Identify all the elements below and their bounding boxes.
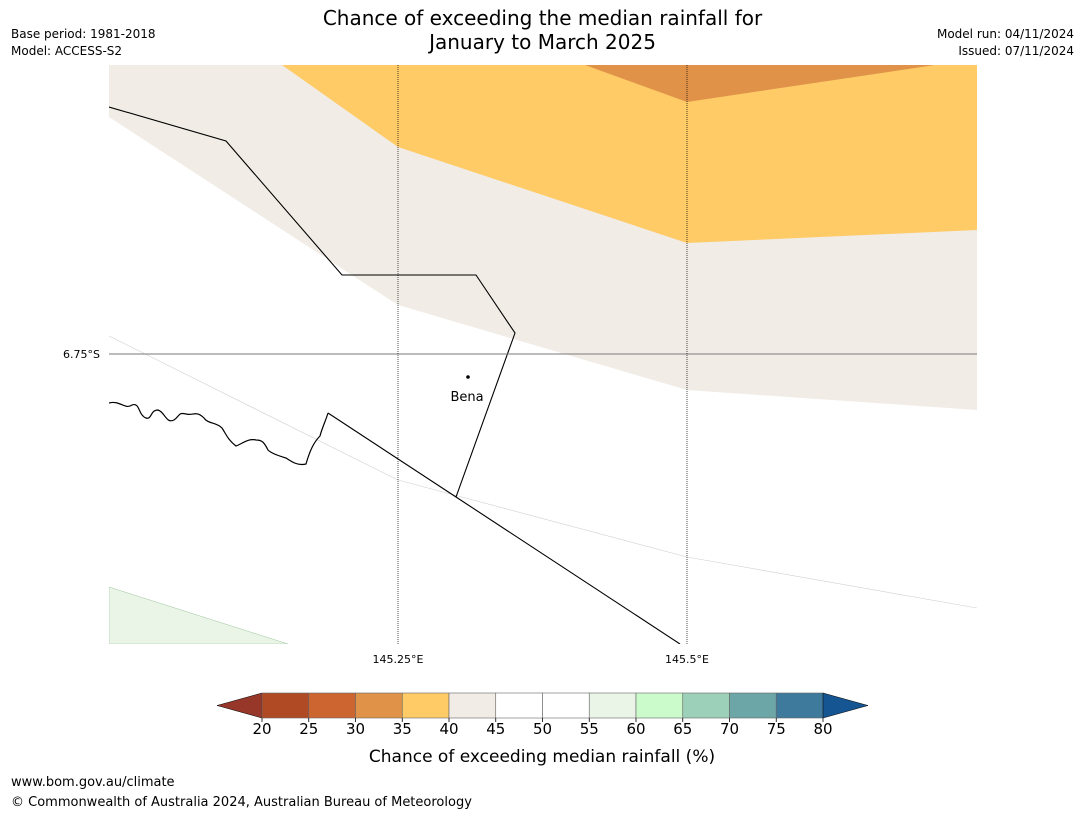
meta-left: Base period: 1981-2018 Model: ACCESS-S2 bbox=[11, 26, 156, 60]
colorbar-cell bbox=[775, 692, 824, 719]
model-name: Model: ACCESS-S2 bbox=[11, 44, 123, 58]
colorbar-cell bbox=[542, 692, 590, 719]
colorbar-cell bbox=[729, 692, 777, 719]
colorbar-cell bbox=[355, 692, 403, 719]
colorbar-ticks: 20 25 30 35 40 45 50 55 60 65 70 75 80 bbox=[252, 718, 833, 738]
colorbar-cells bbox=[216, 692, 869, 719]
base-period: Base period: 1981-2018 bbox=[11, 27, 156, 41]
colorbar-tick-label: 45 bbox=[486, 720, 505, 738]
colorbar-cell bbox=[588, 692, 637, 719]
colorbar-high-extend bbox=[822, 692, 869, 719]
coastline bbox=[109, 401, 329, 466]
colorbar-tick-label: 60 bbox=[626, 720, 645, 738]
colorbar-tick-label: 55 bbox=[580, 720, 599, 738]
title-line-2: January to March 2025 bbox=[429, 30, 656, 54]
province-boundary-south bbox=[455, 496, 681, 644]
longitude-label-145-25: 145.25°E bbox=[373, 653, 424, 666]
meta-right: Model run: 04/11/2024 Issued: 07/11/2024 bbox=[937, 26, 1074, 60]
colorbar-tick-label: 25 bbox=[299, 720, 318, 738]
map-title: Chance of exceeding the median rainfall … bbox=[0, 6, 1085, 54]
latitude-label: 6.75°S bbox=[63, 348, 100, 361]
longitude-label-145-5: 145.5°E bbox=[665, 653, 709, 666]
town-label-bena: Bena bbox=[450, 390, 483, 405]
colorbar-cell bbox=[401, 692, 450, 719]
band-35-40 bbox=[282, 65, 977, 243]
colorbar-tick-label: 80 bbox=[813, 720, 832, 738]
footer-url[interactable]: www.bom.gov.au/climate bbox=[11, 775, 175, 790]
colorbar-cell bbox=[682, 692, 730, 719]
colorbar-tick-label: 35 bbox=[393, 720, 412, 738]
colorbar-tick-label: 20 bbox=[252, 720, 271, 738]
band-55-60 bbox=[109, 586, 289, 644]
town-marker-bena[interactable] bbox=[466, 375, 470, 379]
band-30-35 bbox=[585, 65, 935, 102]
model-run: Model run: 04/11/2024 bbox=[936, 27, 1074, 41]
colorbar-cell bbox=[495, 692, 543, 719]
rainfall-map[interactable]: Bena 6.75°S 145.25°E 145.5°E bbox=[0, 0, 1085, 680]
colorbar-cell bbox=[448, 692, 497, 719]
colorbar-tick-label: 40 bbox=[439, 720, 458, 738]
contour-line bbox=[109, 335, 977, 609]
colorbar-tick-label: 30 bbox=[346, 720, 365, 738]
colorbar: 20 25 30 35 40 45 50 55 60 65 70 75 80 Chance of exc… bbox=[216, 692, 869, 767]
colorbar-tick-label: 50 bbox=[533, 720, 552, 738]
colorbar-tick-label: 75 bbox=[767, 720, 786, 738]
colorbar-label: Chance of exceeding median rainfall (%) bbox=[369, 747, 715, 767]
title-line-1: Chance of exceeding the median rainfall … bbox=[322, 6, 763, 30]
colorbar-cell bbox=[635, 692, 684, 719]
map-panel: Bena bbox=[109, 65, 977, 644]
colorbar-tick-label: 70 bbox=[720, 720, 739, 738]
issued-date: Issued: 07/11/2024 bbox=[958, 44, 1074, 58]
colorbar-cell bbox=[261, 692, 310, 719]
colorbar-tick-label: 65 bbox=[673, 720, 692, 738]
colorbar-cell bbox=[308, 692, 356, 719]
footer-copyright: © Commonwealth of Australia 2024, Austra… bbox=[11, 795, 472, 810]
colorbar-low-extend bbox=[216, 692, 263, 719]
